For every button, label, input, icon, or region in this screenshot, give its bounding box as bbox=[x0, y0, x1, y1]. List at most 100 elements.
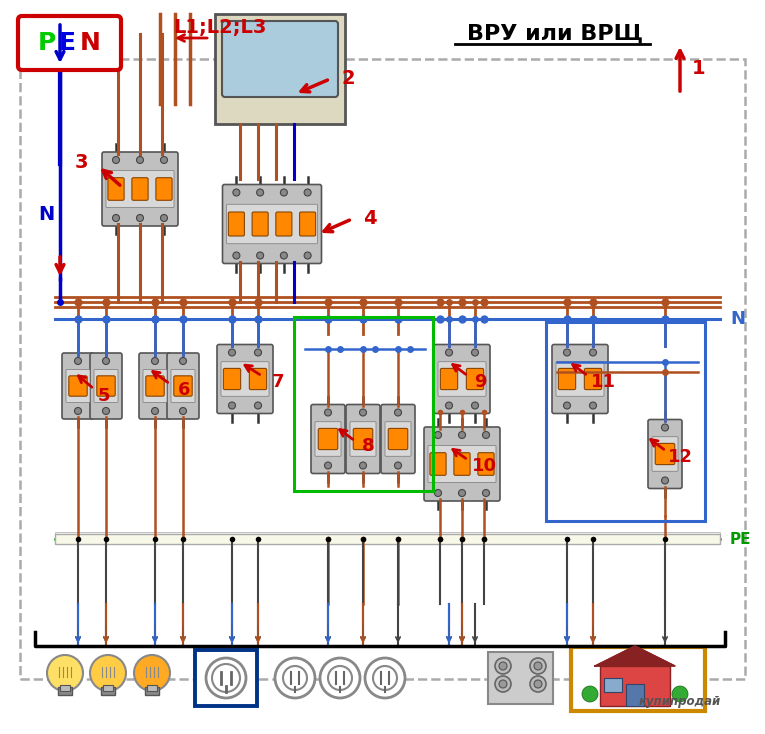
Circle shape bbox=[590, 402, 597, 409]
Circle shape bbox=[445, 349, 453, 356]
FancyBboxPatch shape bbox=[467, 368, 483, 390]
Text: E: E bbox=[58, 31, 76, 55]
FancyBboxPatch shape bbox=[195, 650, 257, 706]
Bar bbox=[55, 534, 720, 544]
Circle shape bbox=[483, 432, 490, 438]
Circle shape bbox=[360, 409, 366, 416]
Circle shape bbox=[365, 658, 405, 698]
FancyBboxPatch shape bbox=[252, 212, 269, 236]
FancyBboxPatch shape bbox=[18, 16, 121, 70]
FancyBboxPatch shape bbox=[652, 437, 678, 471]
Bar bbox=[101, 687, 115, 695]
Circle shape bbox=[530, 676, 546, 692]
FancyBboxPatch shape bbox=[94, 369, 118, 402]
Bar bbox=[55, 532, 720, 544]
Circle shape bbox=[320, 658, 360, 698]
Circle shape bbox=[564, 402, 571, 409]
FancyBboxPatch shape bbox=[223, 368, 241, 390]
Circle shape bbox=[483, 490, 490, 496]
Bar bbox=[103, 685, 113, 691]
Circle shape bbox=[255, 349, 262, 356]
FancyBboxPatch shape bbox=[434, 344, 490, 413]
Circle shape bbox=[112, 214, 119, 222]
Circle shape bbox=[256, 252, 264, 259]
Circle shape bbox=[256, 189, 264, 196]
FancyBboxPatch shape bbox=[424, 427, 500, 501]
Circle shape bbox=[662, 424, 669, 431]
Text: 6: 6 bbox=[177, 381, 190, 399]
FancyBboxPatch shape bbox=[318, 429, 338, 450]
Bar bbox=[604, 678, 622, 692]
FancyBboxPatch shape bbox=[66, 369, 90, 402]
FancyBboxPatch shape bbox=[438, 362, 486, 396]
Circle shape bbox=[360, 462, 366, 469]
Text: ВРУ или ВРЩ: ВРУ или ВРЩ bbox=[467, 24, 643, 44]
FancyBboxPatch shape bbox=[552, 344, 608, 413]
Circle shape bbox=[304, 252, 311, 259]
Circle shape bbox=[435, 432, 441, 438]
Text: 1: 1 bbox=[692, 59, 705, 79]
Circle shape bbox=[395, 409, 402, 416]
Text: 7: 7 bbox=[272, 373, 285, 391]
Circle shape bbox=[233, 252, 240, 259]
FancyBboxPatch shape bbox=[146, 376, 164, 396]
Circle shape bbox=[206, 658, 246, 698]
Circle shape bbox=[373, 666, 397, 690]
Circle shape bbox=[283, 666, 307, 690]
FancyBboxPatch shape bbox=[385, 422, 411, 457]
Circle shape bbox=[672, 686, 688, 702]
FancyBboxPatch shape bbox=[249, 368, 267, 390]
FancyBboxPatch shape bbox=[223, 184, 321, 264]
Circle shape bbox=[499, 680, 507, 688]
FancyBboxPatch shape bbox=[97, 376, 116, 396]
Circle shape bbox=[304, 189, 311, 196]
Circle shape bbox=[90, 655, 126, 691]
Text: 12: 12 bbox=[668, 448, 692, 466]
FancyBboxPatch shape bbox=[353, 429, 373, 450]
Circle shape bbox=[212, 664, 240, 692]
FancyBboxPatch shape bbox=[311, 404, 345, 473]
Circle shape bbox=[112, 156, 119, 164]
FancyBboxPatch shape bbox=[648, 420, 682, 489]
Text: N: N bbox=[80, 31, 100, 55]
Circle shape bbox=[74, 357, 82, 365]
FancyBboxPatch shape bbox=[381, 404, 415, 473]
FancyBboxPatch shape bbox=[428, 446, 496, 482]
Circle shape bbox=[74, 407, 82, 415]
Circle shape bbox=[229, 402, 236, 409]
Circle shape bbox=[435, 490, 441, 496]
FancyBboxPatch shape bbox=[171, 369, 195, 402]
FancyBboxPatch shape bbox=[156, 178, 172, 200]
FancyBboxPatch shape bbox=[454, 453, 470, 476]
Text: 11: 11 bbox=[591, 373, 616, 391]
Text: N: N bbox=[39, 205, 55, 223]
FancyBboxPatch shape bbox=[167, 353, 199, 419]
Circle shape bbox=[47, 655, 83, 691]
FancyBboxPatch shape bbox=[108, 178, 124, 200]
Bar bbox=[58, 687, 72, 695]
Text: N: N bbox=[730, 310, 745, 328]
FancyBboxPatch shape bbox=[556, 362, 604, 396]
Circle shape bbox=[151, 357, 158, 365]
FancyBboxPatch shape bbox=[300, 212, 316, 236]
Bar bbox=[626, 684, 644, 706]
Circle shape bbox=[281, 252, 288, 259]
Circle shape bbox=[324, 409, 331, 416]
Text: 4: 4 bbox=[363, 209, 376, 228]
FancyBboxPatch shape bbox=[558, 368, 575, 390]
FancyBboxPatch shape bbox=[478, 453, 494, 476]
Circle shape bbox=[136, 156, 144, 164]
Circle shape bbox=[103, 357, 109, 365]
Circle shape bbox=[445, 402, 453, 409]
FancyBboxPatch shape bbox=[143, 369, 167, 402]
FancyBboxPatch shape bbox=[222, 21, 338, 97]
FancyBboxPatch shape bbox=[102, 152, 178, 226]
Circle shape bbox=[495, 676, 511, 692]
Circle shape bbox=[395, 462, 402, 469]
Circle shape bbox=[151, 407, 158, 415]
Circle shape bbox=[281, 189, 288, 196]
Bar bbox=[600, 666, 670, 706]
Circle shape bbox=[534, 662, 542, 670]
Circle shape bbox=[161, 156, 168, 164]
Circle shape bbox=[103, 407, 109, 415]
